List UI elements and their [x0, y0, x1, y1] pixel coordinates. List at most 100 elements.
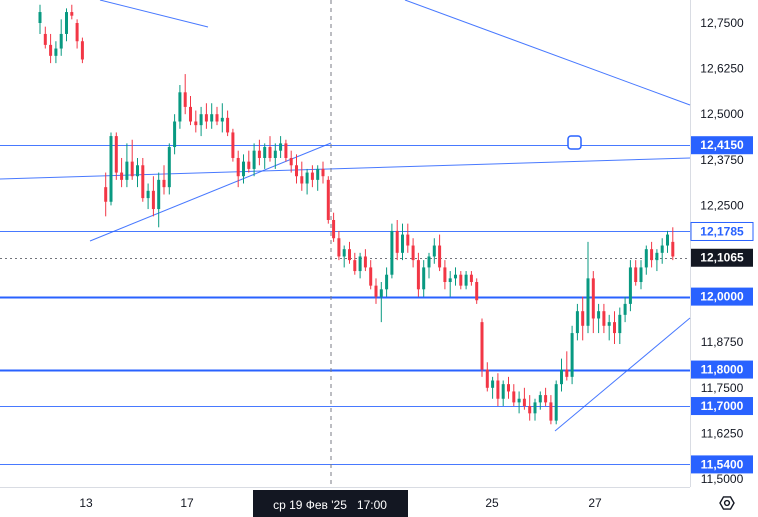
candle-body: [252, 150, 256, 169]
candle-body: [634, 267, 638, 283]
candle-body: [507, 384, 510, 392]
candle-body: [496, 380, 500, 399]
time-tick-label: 25: [485, 496, 499, 510]
candle-body: [167, 147, 171, 188]
level-label-text: 12,1785: [700, 224, 744, 238]
candle-body: [512, 391, 516, 403]
level-label: 12,1785: [690, 221, 754, 241]
candle-body: [59, 33, 63, 49]
candle-body: [469, 274, 473, 283]
candle-body: [623, 303, 627, 315]
candle-body: [80, 41, 84, 60]
candle-body: [136, 165, 139, 177]
level-label: 12,0000: [691, 287, 753, 306]
candle-body: [242, 161, 245, 177]
candle-body: [628, 267, 632, 304]
candle-body: [639, 267, 643, 283]
candle-body: [353, 260, 357, 272]
candle-body: [279, 143, 283, 151]
crosshair-time-label: ср 19 Фев '25 17:00: [253, 490, 408, 517]
candle-body: [379, 289, 383, 297]
candle-body: [575, 311, 579, 334]
candle-body: [650, 249, 654, 261]
price-tick-label: 11,6250: [701, 426, 744, 440]
candle-body: [284, 143, 288, 158]
candle-body: [390, 230, 394, 275]
candle-body: [597, 311, 601, 319]
candle-body: [157, 179, 161, 210]
candle-body: [54, 48, 58, 56]
candle-body: [522, 398, 526, 407]
candle-body: [570, 333, 574, 377]
plot-area[interactable]: [0, 0, 690, 487]
crosshair-time-label-bg: [253, 490, 408, 517]
candle-body: [602, 311, 606, 326]
crosshair-time-label-text: ср 19 Фев '25 17:00: [273, 498, 387, 512]
candle-body: [475, 282, 479, 301]
candle-body: [528, 406, 532, 414]
candle-body: [257, 150, 261, 158]
candle-body: [49, 44, 53, 56]
candle-body: [125, 161, 129, 180]
candle-body: [38, 12, 42, 23]
drawing-anchor-handle[interactable]: [567, 135, 582, 150]
candle-body: [660, 245, 664, 253]
level-label-text: 11,8000: [701, 363, 744, 377]
candle-body: [671, 241, 675, 257]
candle-body: [263, 147, 267, 158]
candle-body: [326, 179, 330, 220]
trend-line-2: [0, 157, 691, 180]
candle-body: [162, 179, 166, 188]
candle-body: [189, 106, 192, 122]
level-label-box: [691, 455, 753, 474]
candle-body: [220, 117, 224, 122]
settings-icon[interactable]: [719, 496, 735, 510]
candle-body: [427, 256, 431, 268]
candle-body: [75, 23, 79, 42]
candle-body: [416, 260, 420, 290]
candle-body: [432, 245, 436, 257]
level-label: 11,7000: [691, 397, 753, 416]
level-label-box: [690, 221, 754, 241]
candle-body: [268, 147, 272, 158]
level-label: 11,8000: [691, 360, 753, 379]
candle-body: [194, 121, 198, 126]
price-tick-label: 12,7500: [700, 16, 744, 30]
candle-body: [374, 285, 378, 297]
candle-body: [109, 136, 113, 202]
candle-body: [120, 172, 124, 180]
candle-body: [70, 12, 74, 16]
level-label-text: 11,7000: [701, 399, 744, 413]
candle-body: [183, 92, 187, 107]
candle-body: [173, 121, 177, 148]
candle-body: [204, 114, 208, 122]
level-label: 11,5400: [691, 455, 753, 474]
candle-body: [586, 278, 590, 326]
candle-body: [178, 92, 182, 122]
candle-body: [146, 190, 150, 199]
candles: [38, 4, 675, 425]
candle-body: [310, 172, 314, 180]
price-tick-label: 11,5000: [701, 472, 744, 486]
trend-line-0: [99, 0, 209, 28]
candle-body: [332, 219, 336, 239]
candle-body: [607, 322, 611, 326]
candle-body: [231, 132, 235, 158]
candle-body: [226, 117, 230, 133]
candle-body: [517, 398, 521, 403]
candle-body: [210, 114, 214, 122]
candle-body: [538, 395, 542, 403]
candle-body: [348, 249, 351, 261]
candle-body: [438, 245, 442, 268]
price-tick-label: 12,5000: [700, 107, 744, 121]
candle-body: [549, 402, 553, 421]
candle-body: [533, 402, 537, 414]
candle-body: [666, 234, 669, 246]
candle-body: [443, 267, 447, 283]
candle-body: [459, 274, 463, 286]
candle-body: [295, 165, 298, 177]
price-axis-labels: 12,7500 12,6250 12,5000 12,3750 12,2500 11,87…: [700, 16, 744, 486]
candle-body: [305, 172, 309, 184]
candle-body: [130, 161, 134, 177]
